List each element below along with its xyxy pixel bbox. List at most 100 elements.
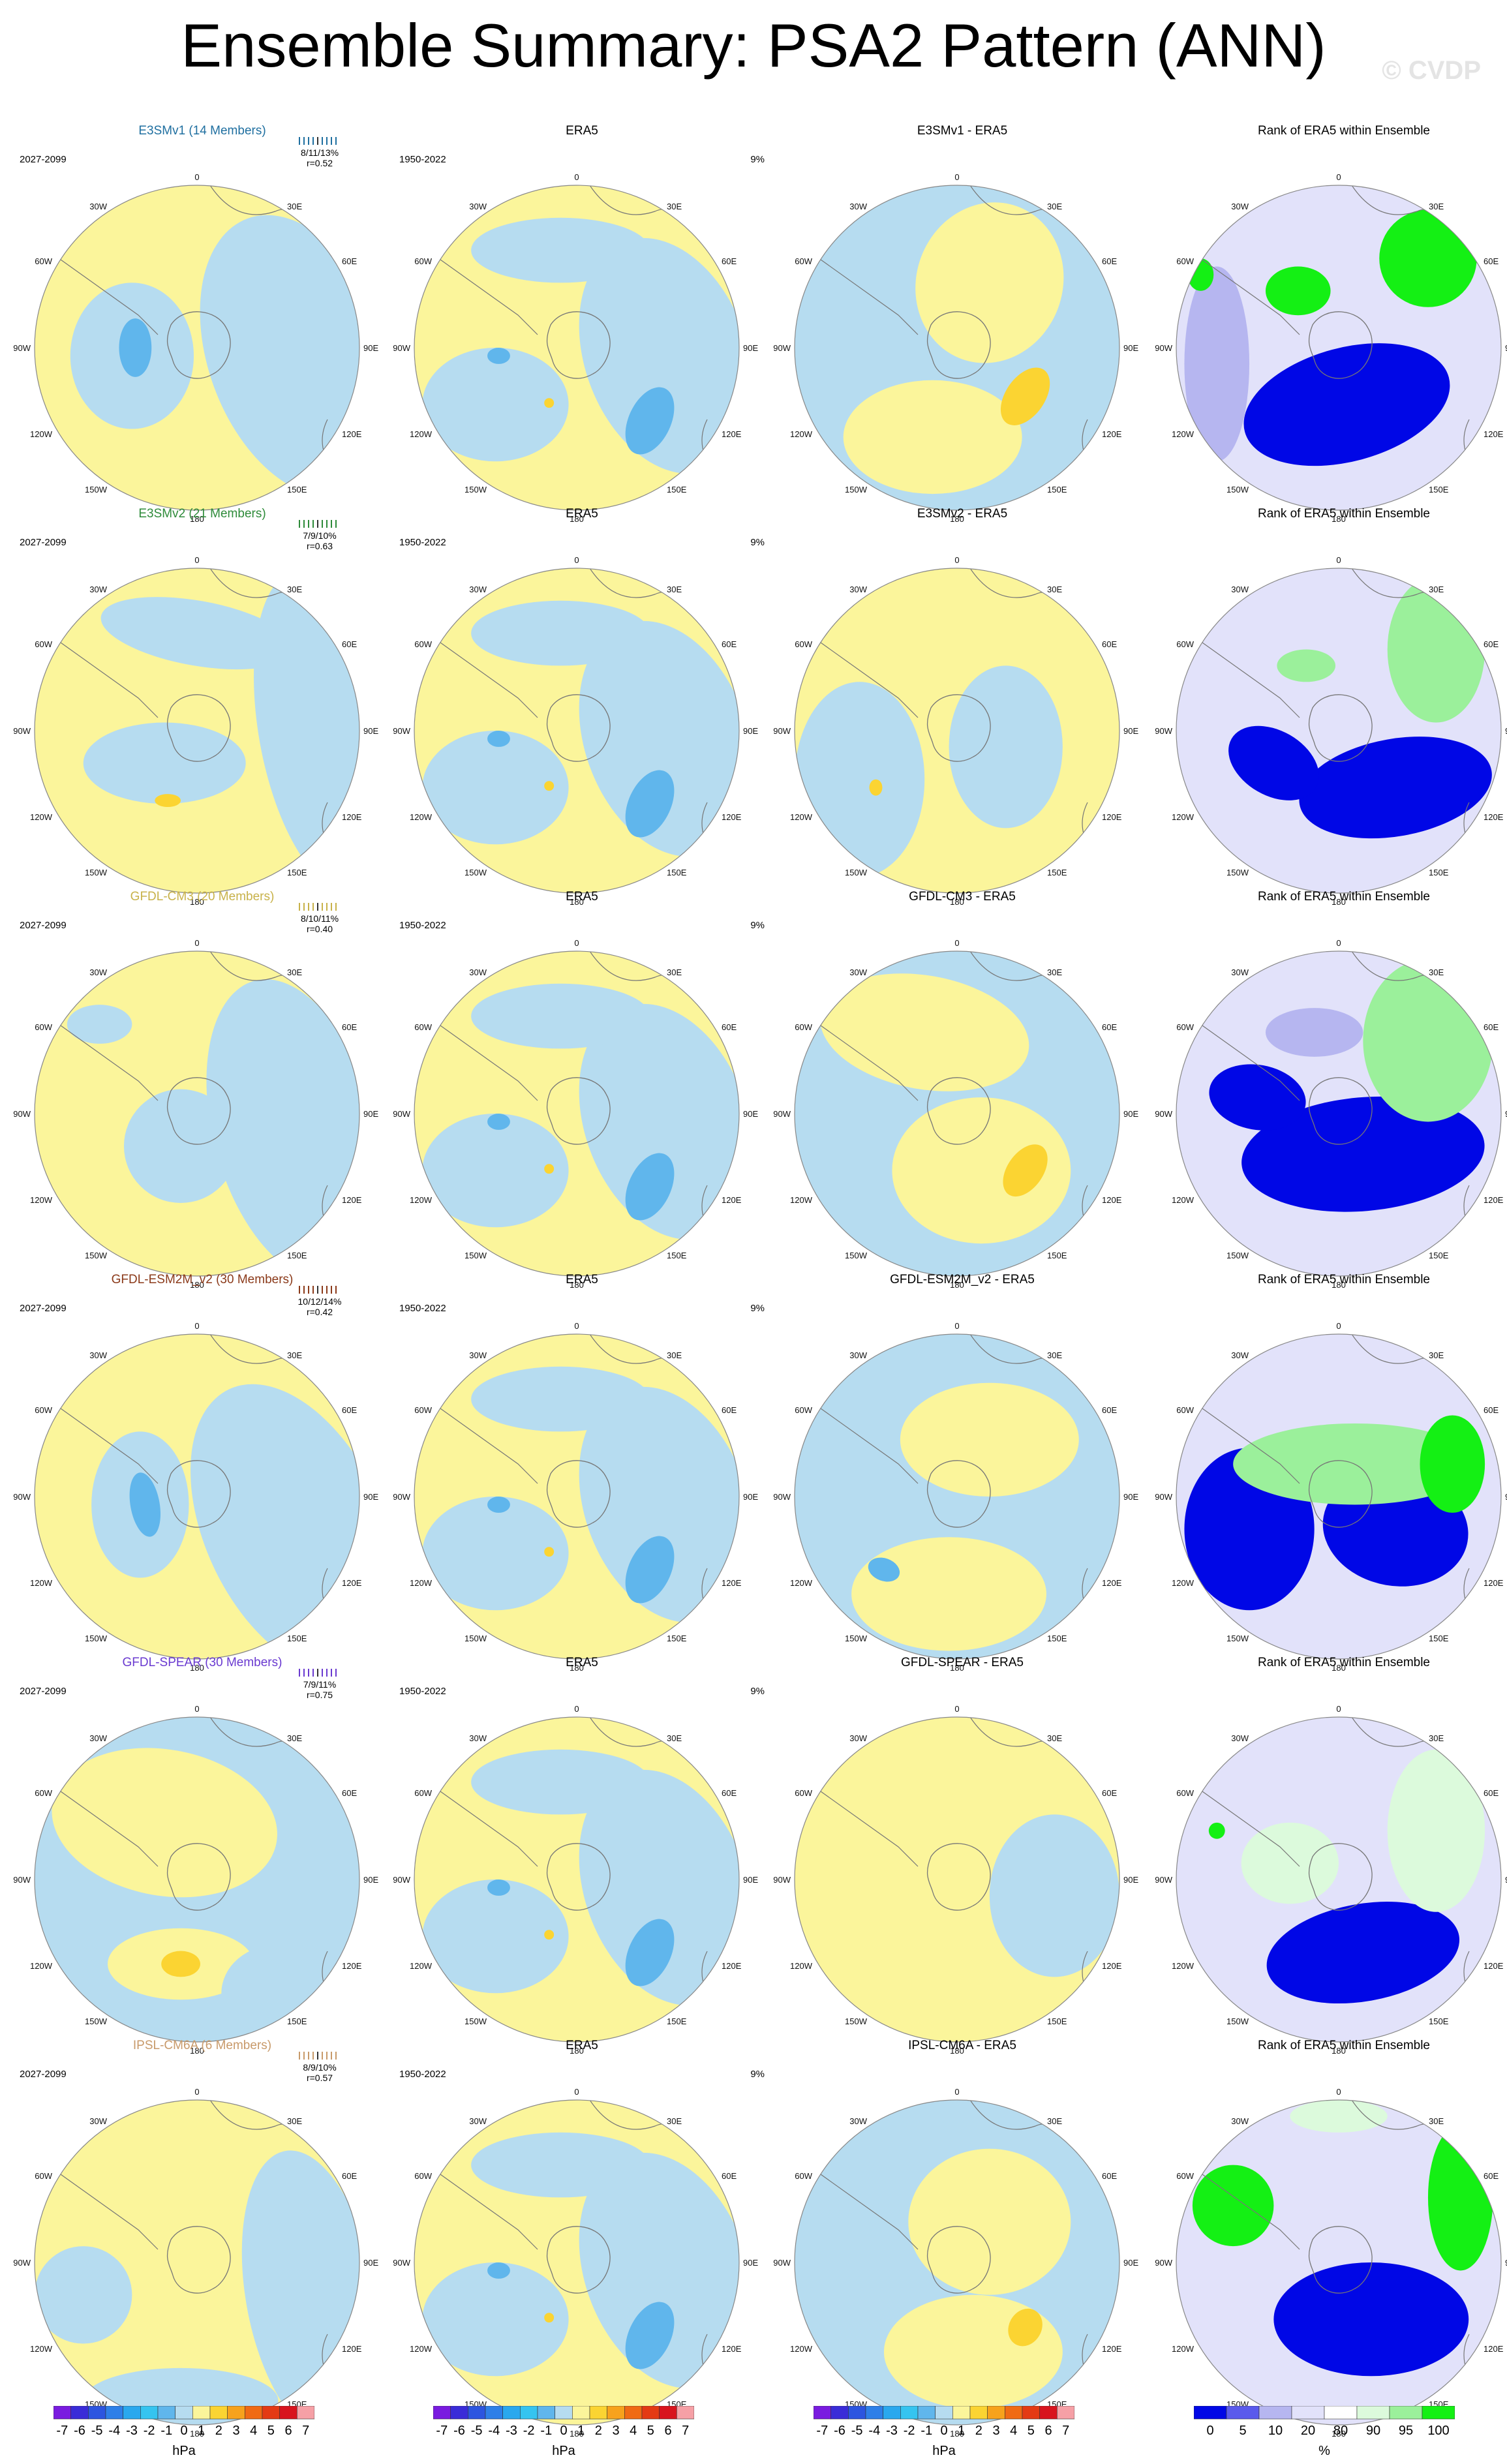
- ensemble-stats: 7/9/10% r=0.63: [281, 519, 359, 551]
- grid-label: 90W: [773, 1875, 791, 1885]
- colorbar-swatch: [900, 2405, 919, 2420]
- model-period: 2027-2099: [20, 537, 67, 548]
- colorbar-swatch: [935, 2405, 953, 2420]
- grid-label: 180: [950, 1663, 964, 1673]
- grid-label: 180: [190, 2046, 204, 2056]
- rank-panel: 0 180 30W 60W 90W 120W 150W 30E 60E 90E 120E 150E Ra…: [1155, 1273, 1507, 1673]
- ensemble-stats: 8/10/11% r=0.40: [281, 902, 359, 934]
- contour-region: [471, 217, 650, 283]
- grid-label: 30E: [667, 2116, 682, 2126]
- grid-label: 60W: [795, 256, 812, 266]
- contour-region: [1265, 1008, 1363, 1057]
- contour-region: [422, 1879, 569, 1994]
- model-panel-title: GFDL-SPEAR (30 Members): [122, 1656, 282, 1669]
- diff-panel: 0 180 30W 60W 90W 120W 150W 30E 60E 90E 120E 150E IP…: [773, 2039, 1145, 2439]
- map-border: [414, 2099, 740, 2426]
- grid-label: 30W: [849, 585, 867, 594]
- colorbar-tick-label: 0: [940, 2424, 947, 2438]
- diff-map: 0 180 30W 60W 90W 120W 150W 30E 60E 90E 120E 150E: [773, 555, 1138, 907]
- member-tick-strip: [299, 520, 337, 528]
- contour-region: [851, 1537, 1046, 1651]
- colorbar-swatch: [502, 2405, 521, 2420]
- contour-region: [1266, 1902, 1460, 2004]
- map-border: [794, 568, 1120, 894]
- grid-label: 180: [1332, 514, 1346, 524]
- grid-label: 120E: [722, 429, 742, 439]
- grid-label: 120E: [342, 1961, 362, 1971]
- model-field: [35, 2100, 359, 2425]
- antarctica-outline: [166, 311, 231, 379]
- colorbar-swatch: [262, 2405, 280, 2420]
- grid-label: 120W: [30, 429, 53, 439]
- colorbar-swatch: [677, 2405, 695, 2420]
- contour-region: [487, 1497, 510, 1513]
- contour-region: [579, 1769, 739, 2006]
- diff-panel-title: IPSL-CM6A - ERA5: [908, 2039, 1016, 2052]
- grid-label: 90E: [1505, 2258, 1507, 2268]
- grid-label: 180: [950, 2429, 964, 2439]
- rank-map: 0 180 30W 60W 90W 120W 150W 30E 60E 90E 120E 150E: [1155, 938, 1507, 1290]
- grid-label: 30W: [469, 202, 487, 211]
- contour-region: [915, 202, 1064, 363]
- grid-label: 180: [190, 2429, 204, 2439]
- stats-ratio: 8/10/11%: [300, 913, 339, 924]
- model-field: [35, 1334, 359, 1659]
- grid-label: 120W: [410, 1961, 433, 1971]
- colorbar-swatch: [1193, 2405, 1227, 2420]
- colorbar-tick-label: 100: [1427, 2424, 1449, 2438]
- model-panel: 0 180 30W 60W 90W 120W 150W 30E 60E 90E 120E 150E GF…: [13, 890, 385, 1290]
- obs-panel: 0 180 30W 60W 90W 120W 150W 30E 60E 90E 120E 150E ER…: [393, 2039, 765, 2439]
- rank-panel: 0 180 30W 60W 90W 120W 150W 30E 60E 90E 120E 150E Ra…: [1155, 890, 1507, 1290]
- diff-map: 0 180 30W 60W 90W 120W 150W 30E 60E 90E 120E 150E: [773, 938, 1138, 1290]
- antarctica-outline: [1308, 2226, 1373, 2294]
- antarctica-outline: [926, 311, 991, 379]
- diff-panel: 0 180 30W 60W 90W 120W 150W 30E 60E 90E 120E 150E GF…: [773, 890, 1145, 1290]
- contour-region: [35, 2246, 132, 2344]
- grid-label: 90W: [773, 1109, 791, 1119]
- grid-label: 120W: [30, 1578, 53, 1588]
- grid-label: 150E: [1047, 1251, 1067, 1260]
- colorbar-swatch: [830, 2405, 849, 2420]
- contour-region: [471, 1366, 650, 1432]
- obs-panel-title: ERA5: [566, 507, 598, 521]
- obs-map: 0 180 30W 60W 90W 120W 150W 30E 60E 90E 120E 150E: [393, 1704, 758, 2056]
- grid-label: 60W: [1176, 256, 1194, 266]
- colorbar-tick-label: -2: [523, 2424, 535, 2438]
- grid-label: 60W: [35, 1788, 52, 1798]
- obs-period: 1950-2022: [399, 920, 446, 931]
- diff-field: [795, 1334, 1119, 1659]
- grid-label: 120E: [722, 1961, 742, 1971]
- colorbar-swatch: [1356, 2405, 1390, 2420]
- colorbar-swatch: [589, 2405, 607, 2420]
- south-america-outline: [426, 1398, 538, 1484]
- antarctica-outline: [546, 694, 611, 762]
- south-america-outline: [806, 1398, 919, 1484]
- colorbar-tick-label: 80: [1333, 2424, 1348, 2438]
- grid-label: 60E: [342, 2171, 357, 2181]
- grid-label: 150W: [845, 485, 868, 494]
- grid-label: 30E: [1047, 585, 1062, 594]
- antarctica-outline: [546, 311, 611, 379]
- map-border: [34, 1716, 360, 2043]
- colorbar-swatch: [175, 2405, 193, 2420]
- colorbar-swatch: [555, 2405, 573, 2420]
- grid-label: 180: [570, 2429, 584, 2439]
- rank-panel: 0 180 30W 60W 90W 120W 150W 30E 60E 90E 120E 150E Ra…: [1155, 507, 1507, 907]
- member-tick-strip: [299, 137, 337, 145]
- map-border: [794, 1333, 1120, 1660]
- colorbar-tick-label: 3: [232, 2424, 239, 2438]
- contour-region: [471, 1749, 650, 1815]
- stats-correlation: r=0.52: [306, 158, 333, 168]
- grid-label: 90W: [1155, 1109, 1172, 1119]
- rank-field: [1176, 2100, 1501, 2425]
- grid-label: 60E: [722, 256, 737, 266]
- colorbar-tick-label: -7: [436, 2424, 448, 2438]
- grid-label: 150E: [287, 1251, 307, 1260]
- stats-correlation: r=0.42: [306, 1307, 333, 1317]
- contour-region: [1228, 725, 1319, 800]
- member-tick-strip: [299, 1669, 337, 1677]
- contour-region: [1379, 209, 1477, 307]
